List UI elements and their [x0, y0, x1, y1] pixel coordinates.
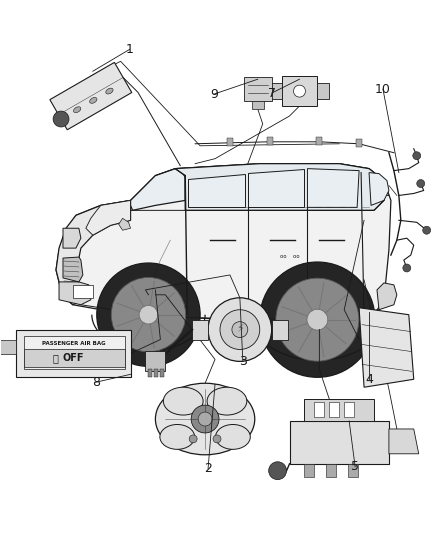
- Polygon shape: [326, 464, 336, 477]
- Polygon shape: [270, 83, 282, 99]
- Polygon shape: [307, 168, 359, 207]
- Polygon shape: [63, 228, 81, 248]
- Circle shape: [97, 263, 200, 366]
- Circle shape: [220, 310, 260, 350]
- Text: 8: 8: [92, 376, 100, 389]
- Text: 5: 5: [351, 460, 359, 473]
- Ellipse shape: [74, 107, 81, 112]
- Ellipse shape: [215, 424, 250, 449]
- Polygon shape: [282, 76, 318, 106]
- Circle shape: [232, 321, 248, 337]
- Polygon shape: [175, 164, 384, 211]
- Polygon shape: [145, 351, 165, 372]
- Circle shape: [111, 278, 186, 352]
- Polygon shape: [63, 257, 83, 282]
- Circle shape: [423, 226, 431, 234]
- Polygon shape: [304, 399, 374, 421]
- Circle shape: [276, 278, 359, 361]
- Text: 10: 10: [375, 83, 391, 95]
- Circle shape: [413, 152, 421, 160]
- Circle shape: [189, 435, 197, 443]
- Polygon shape: [252, 101, 264, 109]
- Polygon shape: [329, 402, 339, 417]
- Text: 9: 9: [210, 87, 218, 101]
- Text: 4: 4: [365, 373, 373, 386]
- Circle shape: [293, 85, 305, 97]
- Polygon shape: [56, 200, 131, 305]
- Ellipse shape: [207, 387, 247, 415]
- Polygon shape: [359, 308, 414, 387]
- Circle shape: [403, 264, 411, 272]
- Polygon shape: [369, 173, 389, 205]
- Polygon shape: [377, 283, 397, 310]
- Polygon shape: [248, 168, 304, 207]
- Text: 7: 7: [268, 86, 276, 100]
- Polygon shape: [272, 320, 288, 340]
- Text: ⛔: ⛔: [53, 353, 59, 364]
- Ellipse shape: [155, 383, 255, 455]
- Circle shape: [417, 180, 425, 188]
- Polygon shape: [318, 83, 329, 99]
- Circle shape: [191, 405, 219, 433]
- Polygon shape: [244, 77, 272, 101]
- Ellipse shape: [160, 424, 194, 449]
- Text: 2: 2: [204, 462, 212, 475]
- Polygon shape: [50, 62, 132, 130]
- Text: PASSENGER AIR BAG: PASSENGER AIR BAG: [42, 341, 105, 346]
- Polygon shape: [175, 164, 389, 196]
- Polygon shape: [59, 282, 91, 305]
- Text: oo  oo: oo oo: [280, 254, 299, 259]
- Polygon shape: [314, 402, 324, 417]
- Text: 3: 3: [239, 355, 247, 368]
- Circle shape: [260, 262, 375, 377]
- Polygon shape: [148, 369, 152, 377]
- Polygon shape: [56, 164, 391, 321]
- Circle shape: [198, 412, 212, 426]
- Polygon shape: [389, 429, 419, 454]
- Polygon shape: [86, 200, 131, 235]
- Polygon shape: [73, 285, 93, 298]
- Polygon shape: [316, 137, 322, 145]
- Polygon shape: [267, 137, 273, 145]
- Polygon shape: [160, 369, 164, 377]
- Polygon shape: [16, 329, 131, 377]
- Circle shape: [213, 435, 221, 443]
- Polygon shape: [348, 464, 358, 477]
- Ellipse shape: [90, 98, 97, 103]
- Polygon shape: [0, 340, 16, 354]
- Polygon shape: [24, 336, 124, 369]
- Polygon shape: [356, 139, 362, 147]
- Circle shape: [268, 462, 286, 480]
- Polygon shape: [304, 464, 314, 477]
- Polygon shape: [131, 168, 185, 211]
- Text: ⚡: ⚡: [236, 325, 244, 335]
- Circle shape: [53, 111, 69, 127]
- Ellipse shape: [106, 88, 113, 94]
- Text: 1: 1: [126, 43, 134, 56]
- Polygon shape: [119, 219, 131, 230]
- Polygon shape: [155, 369, 159, 377]
- Polygon shape: [227, 138, 233, 146]
- Text: OFF: OFF: [63, 353, 84, 364]
- Circle shape: [307, 309, 328, 330]
- Circle shape: [208, 298, 272, 361]
- Polygon shape: [24, 350, 124, 367]
- Polygon shape: [290, 421, 389, 464]
- Polygon shape: [188, 174, 245, 207]
- Ellipse shape: [163, 387, 203, 415]
- Polygon shape: [344, 402, 354, 417]
- Circle shape: [139, 305, 158, 324]
- Polygon shape: [192, 320, 208, 340]
